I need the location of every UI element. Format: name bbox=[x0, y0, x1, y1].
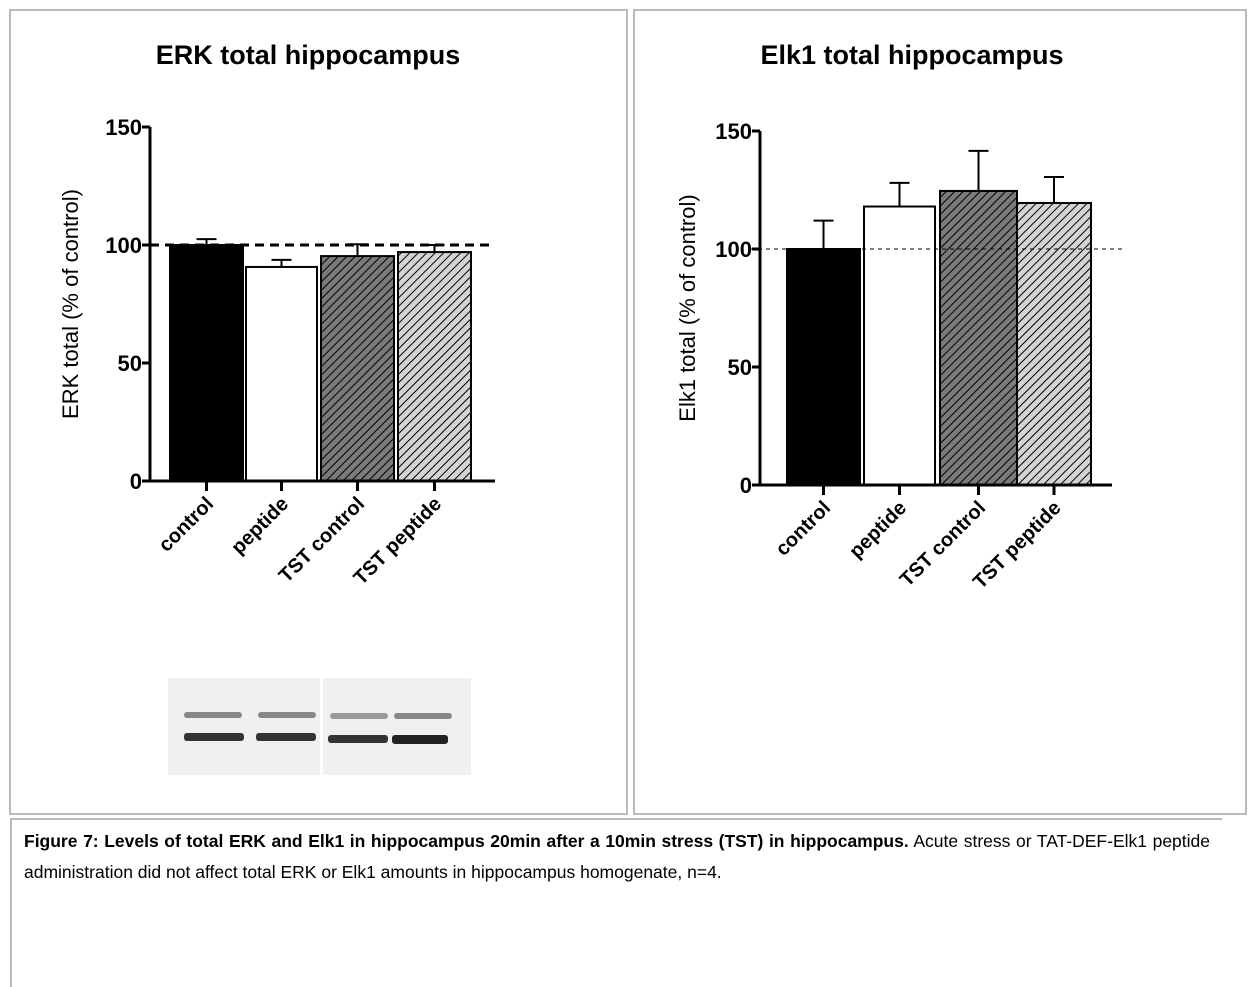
chart-title: ERK total hippocampus bbox=[156, 40, 461, 70]
bar bbox=[863, 205, 936, 487]
y-tick-label: 100 bbox=[105, 233, 142, 258]
x-tick-label: peptide bbox=[845, 497, 911, 563]
error-bar bbox=[813, 219, 834, 249]
error-bar bbox=[271, 258, 292, 267]
x-tick-label: peptide bbox=[227, 493, 293, 559]
error-bar bbox=[889, 181, 910, 207]
y-tick-label: 150 bbox=[105, 115, 142, 140]
y-axis-title: Elk1 total (% of control) bbox=[675, 194, 700, 421]
y-tick-label: 50 bbox=[728, 355, 752, 380]
bar bbox=[245, 265, 318, 482]
bar bbox=[320, 255, 395, 483]
bar bbox=[1016, 201, 1092, 486]
bar bbox=[169, 244, 244, 482]
bar bbox=[786, 248, 861, 486]
error-bar bbox=[968, 149, 989, 191]
figure: ERK total hippocampus ERK total (% of con… bbox=[9, 9, 1247, 815]
error-bar bbox=[196, 238, 217, 245]
bar bbox=[939, 189, 1018, 486]
western-blot bbox=[168, 678, 471, 775]
y-tick-label: 0 bbox=[740, 473, 752, 498]
caption: Figure 7: Levels of total ERK and Elk1 i… bbox=[10, 818, 1222, 987]
panel-border bbox=[9, 9, 628, 815]
x-tick-label: control bbox=[772, 497, 835, 560]
y-tick-label: 100 bbox=[715, 237, 752, 262]
y-tick-label: 150 bbox=[715, 119, 752, 144]
panel-border bbox=[633, 9, 1247, 815]
error-bar bbox=[1044, 176, 1064, 203]
y-tick-label: 0 bbox=[130, 469, 142, 494]
x-tick-label: control bbox=[155, 493, 218, 556]
y-axis-title: ERK total (% of control) bbox=[58, 189, 83, 419]
y-tick-label: 50 bbox=[118, 351, 142, 376]
chart-title: Elk1 total hippocampus bbox=[760, 40, 1063, 70]
caption-bold: Figure 7: Levels of total ERK and Elk1 i… bbox=[24, 831, 909, 851]
caption-text: Acute stress or TAT-DEF-Elk1 peptide adm… bbox=[24, 831, 1211, 882]
bar bbox=[397, 251, 472, 482]
